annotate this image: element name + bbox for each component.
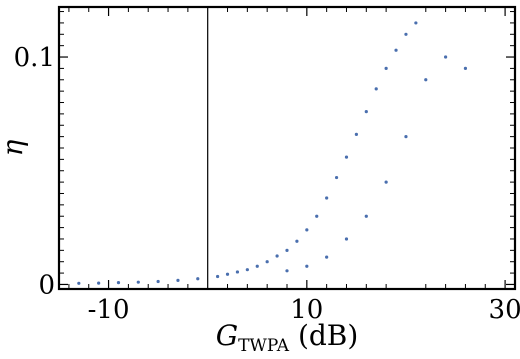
data-point: [315, 214, 319, 218]
x-tick-label: 30: [489, 295, 520, 325]
data-point: [156, 279, 160, 284]
tick-labels: -10 10 30 0 0.1: [14, 43, 520, 325]
data-point: [176, 278, 180, 282]
data-point: [384, 66, 388, 70]
data-point: [136, 280, 140, 284]
plot-frame: [57, 5, 517, 291]
x-tick-label: -10: [88, 295, 130, 325]
data-point: [97, 281, 101, 285]
x-axis-label: GTWPA (dB): [216, 319, 359, 356]
data-point: [374, 87, 378, 91]
data-point: [216, 274, 220, 279]
y-tick-label: 0.1: [14, 43, 55, 73]
data-point: [116, 281, 121, 285]
data-point: [235, 270, 240, 274]
data-point: [305, 228, 309, 232]
data-point: [344, 237, 349, 241]
data-point: [384, 180, 388, 184]
x-tick-label: 10: [290, 295, 323, 325]
data-point: [404, 32, 408, 36]
data-point: [344, 155, 349, 159]
x-axis-label-main: G: [216, 319, 238, 352]
data-point: [334, 175, 339, 180]
data-point: [394, 48, 398, 52]
data-point: [463, 66, 468, 70]
data-point: [364, 110, 368, 114]
y-axis-label: η: [0, 139, 29, 156]
data-point: [354, 132, 358, 136]
data-point: [305, 264, 309, 268]
data-point: [424, 78, 428, 82]
data-point: [196, 277, 200, 281]
scatter-points: [77, 21, 468, 285]
data-point: [295, 239, 299, 243]
y-tick-label: 0: [38, 270, 55, 300]
data-point: [285, 248, 289, 252]
data-point: [414, 21, 418, 25]
x-axis-label-unit: (dB): [289, 319, 358, 352]
data-point: [255, 264, 259, 268]
data-point: [245, 268, 249, 272]
data-point: [404, 135, 408, 139]
data-point: [364, 214, 368, 218]
x-axis-label-subscript: TWPA: [238, 336, 290, 356]
data-point: [265, 260, 269, 264]
data-point: [444, 55, 448, 59]
data-point: [275, 254, 279, 258]
data-point: [77, 281, 81, 285]
data-point: [325, 255, 329, 259]
data-point: [225, 272, 230, 276]
data-point: [285, 269, 289, 273]
data-point: [325, 196, 329, 200]
